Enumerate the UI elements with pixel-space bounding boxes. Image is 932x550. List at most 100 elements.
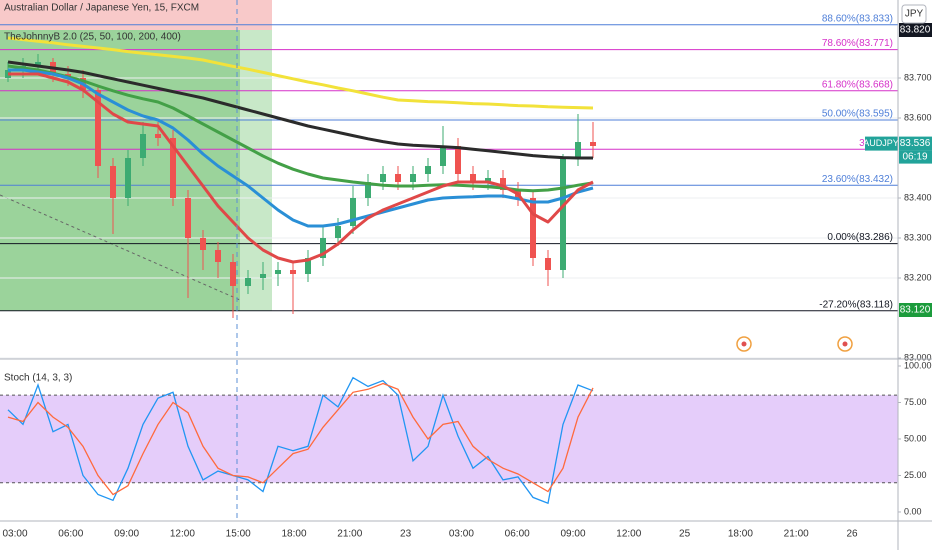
price-label-box — [899, 303, 932, 317]
currency: JPY — [905, 9, 924, 20]
candle-body — [200, 238, 206, 250]
candle-body — [380, 174, 386, 182]
candle-body — [335, 226, 341, 238]
indicator-title: TheJohnnyB 2.0 (25, 50, 100, 200, 400) — [4, 32, 181, 43]
x-tick-label: 21:00 — [784, 529, 809, 540]
y-tick-label: 83.400 — [904, 192, 932, 202]
x-tick-label: 23 — [400, 529, 412, 540]
candle-body — [590, 142, 596, 146]
x-tick-label: 25 — [679, 529, 691, 540]
x-tick-label: 03:00 — [449, 529, 474, 540]
candle-body — [350, 198, 356, 226]
stoch-line — [7, 382, 594, 496]
trend-line — [0, 194, 241, 301]
stoch-pane: 0.00 25.00 50.00 75.00 100.00 03:00 06:00 09:00… — [0, 360, 932, 540]
currency-box[interactable] — [901, 4, 927, 24]
y-tick-label: 83.300 — [904, 232, 932, 242]
candle-body — [410, 174, 416, 182]
candle-body — [575, 142, 581, 158]
fib-label: 23.60%(83.432) — [822, 174, 893, 185]
candle-body — [425, 166, 431, 174]
chart-title: Australian Dollar / Japanese Yen, 15, FX… — [4, 3, 199, 14]
x-tick-label: 12:00 — [616, 529, 641, 540]
event-dot — [842, 341, 848, 347]
countdown: 06:19 — [902, 152, 927, 163]
x-tick-label: 12:00 — [170, 529, 195, 540]
y-tick-label: 83.700 — [904, 72, 932, 82]
stoch-band — [0, 395, 898, 483]
moving-average — [7, 64, 594, 193]
candle-body — [185, 198, 191, 238]
x-tick-label: 15:00 — [226, 529, 251, 540]
candle-body — [305, 258, 311, 274]
y-tick-label: 83.200 — [904, 272, 932, 282]
candle-body — [140, 134, 146, 158]
fib-label: 78.60%(83.771) — [822, 38, 893, 49]
candle-body — [395, 174, 401, 182]
candle-body — [125, 158, 131, 198]
x-tick-label: 06:00 — [505, 529, 530, 540]
moving-average — [8, 72, 594, 264]
x-tick-label: 06:00 — [58, 529, 83, 540]
y-tick-label: 83.000 — [904, 352, 932, 362]
x-tick-label: 26 — [846, 529, 858, 540]
countdown-box — [899, 150, 932, 164]
y-tick-label: 50.00 — [904, 433, 927, 443]
price-label: 83.536 — [900, 138, 931, 149]
range-green-light — [240, 30, 272, 311]
candle-body — [95, 90, 101, 166]
candle-body — [170, 138, 176, 198]
candle-body — [245, 278, 251, 286]
candle-body — [440, 146, 446, 166]
candle-body — [365, 182, 371, 198]
x-tick-label: 21:00 — [337, 529, 362, 540]
stoch-title: Stoch (14, 3, 3) — [4, 373, 72, 384]
y-tick-label: 83.600 — [904, 112, 932, 122]
moving-average — [7, 60, 593, 160]
y-tick-label: 25.00 — [904, 470, 927, 480]
fib-label: 61.80%(83.668) — [822, 79, 893, 90]
x-tick-label: 18:00 — [281, 529, 306, 540]
candle-body — [455, 146, 461, 174]
candle-body — [275, 270, 281, 274]
price-label: 83.820 — [900, 25, 931, 36]
candle-body — [230, 262, 236, 286]
price-label: 83.120 — [900, 305, 931, 316]
candle-body — [260, 274, 266, 278]
y-tick-label: 100.00 — [904, 360, 932, 370]
candle-body — [545, 258, 551, 270]
candle-body — [215, 250, 221, 262]
x-tick-label: 09:00 — [560, 529, 585, 540]
candle-body — [35, 62, 41, 66]
candle-body — [485, 178, 491, 182]
candle-body — [500, 178, 506, 190]
x-tick-label: 09:00 — [114, 529, 139, 540]
fib-label: 0.00%(83.286) — [827, 232, 893, 243]
x-tick-label: 18:00 — [728, 529, 753, 540]
y-tick-label: 75.00 — [904, 397, 927, 407]
candle-body — [155, 134, 161, 138]
moving-average — [8, 68, 594, 228]
event-dot — [741, 341, 747, 347]
x-tick-label: 03:00 — [2, 529, 27, 540]
candle-body — [470, 174, 476, 182]
candle-body — [290, 270, 296, 274]
fib-label: 88.60%(83.833) — [822, 13, 893, 24]
range-green — [0, 30, 240, 311]
fib-label: -27.20%(83.118) — [819, 299, 893, 310]
price-pane: 83.000 83.200 83.300 83.400 83.600 83.700 88.6… — [0, 13, 932, 362]
symbol-tag: AUDJPY — [863, 138, 899, 148]
stoch-line — [7, 376, 594, 505]
candle-body — [110, 166, 116, 198]
moving-average — [7, 36, 594, 110]
price-label-box — [899, 136, 932, 151]
candle-body — [320, 238, 326, 258]
symbol-tag-box — [865, 136, 898, 151]
candle-body — [530, 198, 536, 258]
y-tick-label: 0.00 — [904, 506, 922, 516]
candle-body — [560, 158, 566, 270]
price-label-box — [899, 23, 932, 37]
fib-label: 50.00%(83.595) — [822, 109, 893, 120]
